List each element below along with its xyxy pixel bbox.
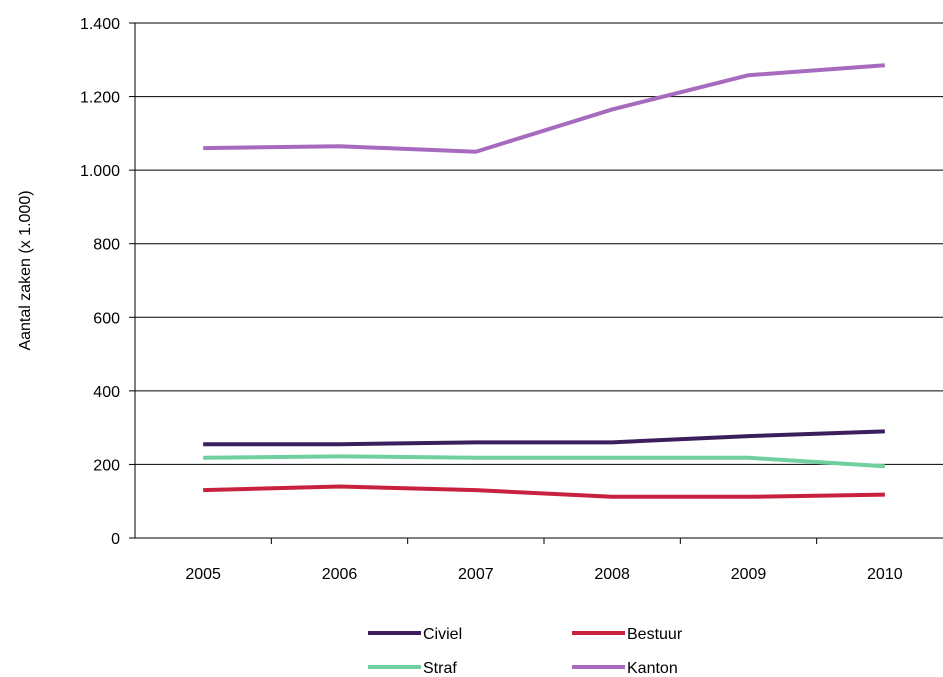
- series-lines: [203, 63, 885, 499]
- y-axis-label: Aantal zaken (x 1.000): [17, 190, 34, 350]
- y-tick-label: 400: [93, 384, 120, 401]
- x-tick-label: 2006: [322, 566, 358, 583]
- y-tick-label: 1.400: [80, 16, 120, 33]
- series-line-bestuur: [203, 484, 885, 499]
- y-tick-label: 1.000: [80, 163, 120, 180]
- x-tick-label: 2010: [867, 566, 903, 583]
- y-tick-label: 1.200: [80, 90, 120, 107]
- legend-label-civiel: Civiel: [423, 626, 462, 643]
- series-line-civiel: [203, 429, 885, 447]
- x-tick-label: 2008: [594, 566, 630, 583]
- y-tick-label: 600: [93, 310, 120, 327]
- legend-label-bestuur: Bestuur: [627, 626, 683, 643]
- y-tick-label: 800: [93, 237, 120, 254]
- gridlines: [135, 22, 943, 465]
- x-tick-label: 2009: [731, 566, 767, 583]
- y-tick-label: 0: [111, 531, 120, 548]
- series-line-straf: [203, 454, 885, 469]
- x-axis-ticks: 2005 2006 2007 2008 2009 2010: [185, 538, 903, 583]
- x-tick-label: 2005: [185, 566, 221, 583]
- series-line-kanton: [203, 63, 885, 154]
- legend-label-straf: Straf: [423, 660, 457, 677]
- legend: Civiel Bestuur Straf Kanton: [368, 626, 683, 677]
- x-tick-label: 2007: [458, 566, 494, 583]
- y-tick-label: 200: [93, 457, 120, 474]
- legend-label-kanton: Kanton: [627, 660, 678, 677]
- y-axis-ticks: 0 200 400 600 800 1.000 1.200 1.400: [80, 16, 135, 548]
